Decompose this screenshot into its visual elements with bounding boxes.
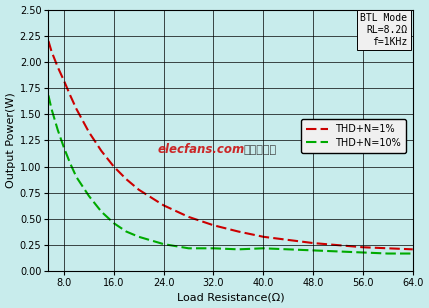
Legend: THD+N=1%, THD+N=10%: THD+N=1%, THD+N=10% [302,119,406,153]
X-axis label: Load Resistance(Ω): Load Resistance(Ω) [177,292,284,302]
Text: elecfans.com: elecfans.com [158,143,245,156]
Text: BTL Mode
RL=8.2Ω
f=1KHz: BTL Mode RL=8.2Ω f=1KHz [360,14,407,47]
Y-axis label: Output Power(W): Output Power(W) [6,93,15,188]
Text: 电子发烧友: 电子发烧友 [243,145,276,155]
